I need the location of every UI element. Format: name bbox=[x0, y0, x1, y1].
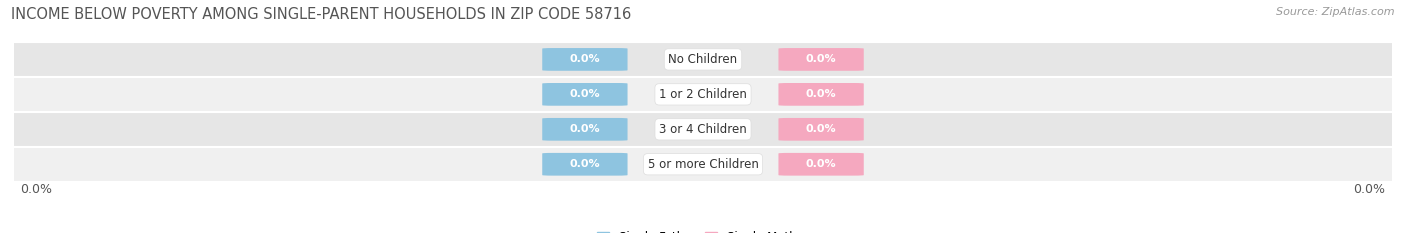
FancyBboxPatch shape bbox=[543, 118, 627, 141]
Text: 0.0%: 0.0% bbox=[806, 89, 837, 99]
Text: 1 or 2 Children: 1 or 2 Children bbox=[659, 88, 747, 101]
Text: INCOME BELOW POVERTY AMONG SINGLE-PARENT HOUSEHOLDS IN ZIP CODE 58716: INCOME BELOW POVERTY AMONG SINGLE-PARENT… bbox=[11, 7, 631, 22]
Bar bbox=[14, 147, 1392, 182]
Text: 0.0%: 0.0% bbox=[569, 55, 600, 64]
Text: 0.0%: 0.0% bbox=[806, 55, 837, 64]
Text: 0.0%: 0.0% bbox=[806, 124, 837, 134]
FancyBboxPatch shape bbox=[779, 153, 863, 176]
Text: 0.0%: 0.0% bbox=[569, 124, 600, 134]
Text: 3 or 4 Children: 3 or 4 Children bbox=[659, 123, 747, 136]
Text: 0.0%: 0.0% bbox=[569, 89, 600, 99]
FancyBboxPatch shape bbox=[779, 118, 863, 141]
FancyBboxPatch shape bbox=[543, 83, 627, 106]
FancyBboxPatch shape bbox=[779, 48, 863, 71]
Text: No Children: No Children bbox=[668, 53, 738, 66]
Text: 5 or more Children: 5 or more Children bbox=[648, 158, 758, 171]
FancyBboxPatch shape bbox=[543, 153, 627, 176]
Bar bbox=[14, 112, 1392, 147]
Bar bbox=[14, 77, 1392, 112]
Text: 0.0%: 0.0% bbox=[569, 159, 600, 169]
Text: 0.0%: 0.0% bbox=[21, 183, 52, 196]
Legend: Single Father, Single Mother: Single Father, Single Mother bbox=[593, 226, 813, 233]
FancyBboxPatch shape bbox=[543, 48, 627, 71]
Text: Source: ZipAtlas.com: Source: ZipAtlas.com bbox=[1277, 7, 1395, 17]
Text: 0.0%: 0.0% bbox=[1354, 183, 1385, 196]
Text: 0.0%: 0.0% bbox=[806, 159, 837, 169]
Bar bbox=[14, 42, 1392, 77]
FancyBboxPatch shape bbox=[779, 83, 863, 106]
